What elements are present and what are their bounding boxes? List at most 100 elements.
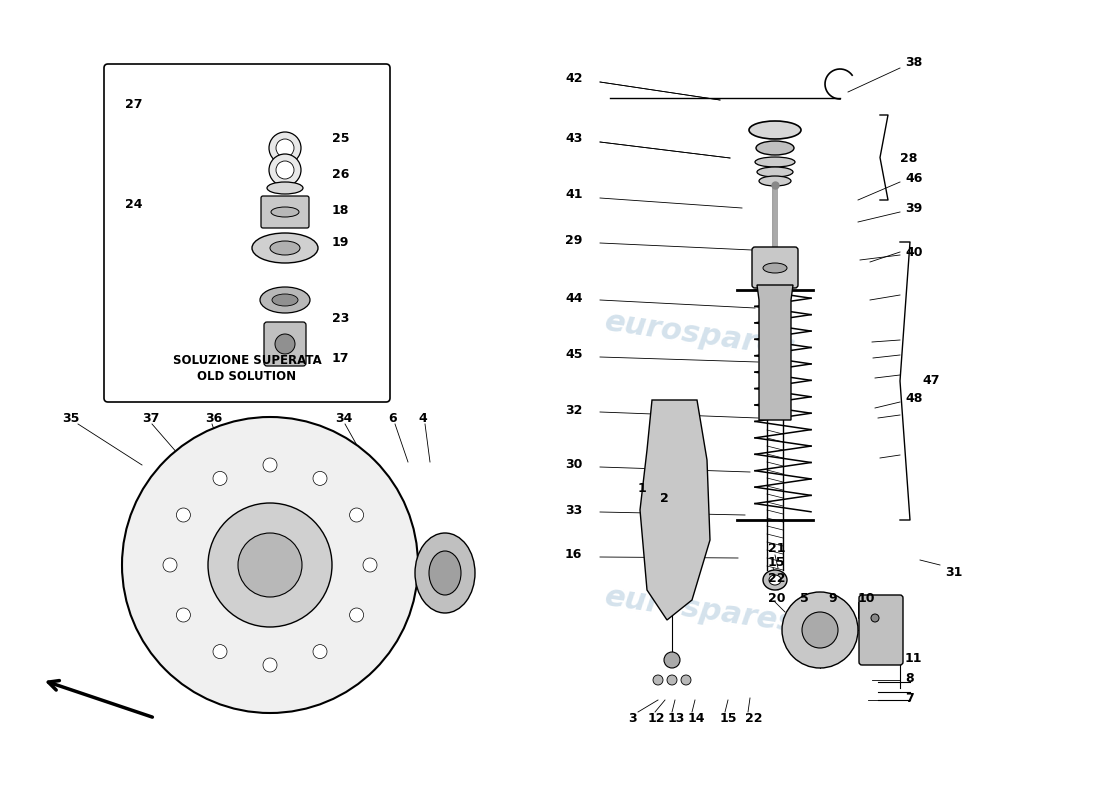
Text: 15: 15: [720, 711, 737, 725]
Circle shape: [276, 139, 294, 157]
Circle shape: [664, 652, 680, 668]
Ellipse shape: [260, 287, 310, 313]
Text: SOLUZIONE SUPERATA: SOLUZIONE SUPERATA: [173, 354, 321, 366]
Ellipse shape: [763, 263, 786, 273]
Text: 26: 26: [332, 169, 350, 182]
Circle shape: [176, 508, 190, 522]
Text: 16: 16: [565, 549, 582, 562]
Text: 13: 13: [668, 711, 685, 725]
Circle shape: [363, 558, 377, 572]
Text: 44: 44: [565, 291, 583, 305]
Text: 33: 33: [565, 503, 582, 517]
Ellipse shape: [755, 157, 795, 167]
Polygon shape: [640, 400, 710, 620]
Circle shape: [350, 508, 364, 522]
Text: 38: 38: [905, 55, 922, 69]
Text: 1: 1: [638, 482, 647, 494]
Text: 15: 15: [768, 555, 785, 569]
Circle shape: [208, 503, 332, 627]
Circle shape: [238, 533, 302, 597]
Ellipse shape: [252, 233, 318, 263]
Circle shape: [314, 645, 327, 658]
Ellipse shape: [272, 294, 298, 306]
Text: 32: 32: [565, 403, 582, 417]
Text: 9: 9: [828, 591, 837, 605]
Circle shape: [213, 645, 227, 658]
Text: 48: 48: [905, 391, 923, 405]
Text: 39: 39: [905, 202, 922, 214]
Ellipse shape: [267, 182, 303, 194]
Ellipse shape: [415, 533, 475, 613]
Circle shape: [802, 612, 838, 648]
Text: 46: 46: [905, 171, 923, 185]
Text: 25: 25: [332, 131, 350, 145]
Circle shape: [314, 471, 327, 486]
Polygon shape: [757, 285, 793, 420]
Circle shape: [681, 675, 691, 685]
Text: 36: 36: [205, 411, 222, 425]
Text: 22: 22: [745, 711, 762, 725]
Text: 45: 45: [565, 349, 583, 362]
Text: 37: 37: [142, 411, 160, 425]
Text: 19: 19: [332, 235, 350, 249]
Text: 42: 42: [565, 71, 583, 85]
Text: 20: 20: [768, 591, 785, 605]
Text: 34: 34: [336, 411, 352, 425]
Text: 14: 14: [688, 711, 705, 725]
Circle shape: [782, 592, 858, 668]
Ellipse shape: [270, 241, 300, 255]
Text: 4: 4: [418, 411, 427, 425]
Text: 6: 6: [388, 411, 397, 425]
Text: 2: 2: [660, 491, 669, 505]
Text: 12: 12: [648, 711, 666, 725]
Circle shape: [270, 154, 301, 186]
Text: 22: 22: [768, 571, 785, 585]
Text: 43: 43: [565, 131, 582, 145]
Text: 7: 7: [905, 691, 914, 705]
Text: 28: 28: [900, 151, 917, 165]
Circle shape: [122, 417, 418, 713]
Text: 35: 35: [62, 411, 79, 425]
Text: eurospares: eurospares: [603, 307, 798, 362]
Text: 5: 5: [800, 591, 808, 605]
Circle shape: [263, 658, 277, 672]
Text: 11: 11: [905, 651, 923, 665]
Text: 41: 41: [565, 189, 583, 202]
Text: 24: 24: [125, 198, 143, 211]
Text: OLD SOLUTION: OLD SOLUTION: [197, 370, 297, 382]
Circle shape: [653, 675, 663, 685]
Text: 30: 30: [565, 458, 582, 471]
Ellipse shape: [757, 167, 793, 177]
FancyBboxPatch shape: [264, 322, 306, 366]
Circle shape: [263, 458, 277, 472]
Circle shape: [176, 608, 190, 622]
Text: 3: 3: [628, 711, 637, 725]
FancyBboxPatch shape: [752, 247, 798, 288]
Text: 29: 29: [565, 234, 582, 246]
FancyBboxPatch shape: [261, 196, 309, 228]
Text: 31: 31: [945, 566, 962, 578]
Circle shape: [667, 675, 676, 685]
Text: 27: 27: [125, 98, 143, 111]
Circle shape: [163, 558, 177, 572]
Ellipse shape: [429, 551, 461, 595]
Ellipse shape: [749, 121, 801, 139]
FancyBboxPatch shape: [104, 64, 390, 402]
Text: 18: 18: [332, 203, 350, 217]
Circle shape: [350, 608, 364, 622]
Ellipse shape: [271, 207, 299, 217]
Text: eurospares: eurospares: [173, 307, 367, 362]
Circle shape: [270, 132, 301, 164]
Circle shape: [871, 614, 879, 622]
Text: 47: 47: [922, 374, 939, 386]
Circle shape: [276, 161, 294, 179]
Text: 17: 17: [332, 351, 350, 365]
Text: 23: 23: [332, 311, 350, 325]
Text: 40: 40: [905, 246, 923, 258]
Ellipse shape: [759, 176, 791, 186]
Text: 8: 8: [905, 671, 914, 685]
Circle shape: [275, 334, 295, 354]
FancyBboxPatch shape: [859, 595, 903, 665]
Ellipse shape: [756, 141, 794, 155]
Ellipse shape: [763, 570, 786, 590]
